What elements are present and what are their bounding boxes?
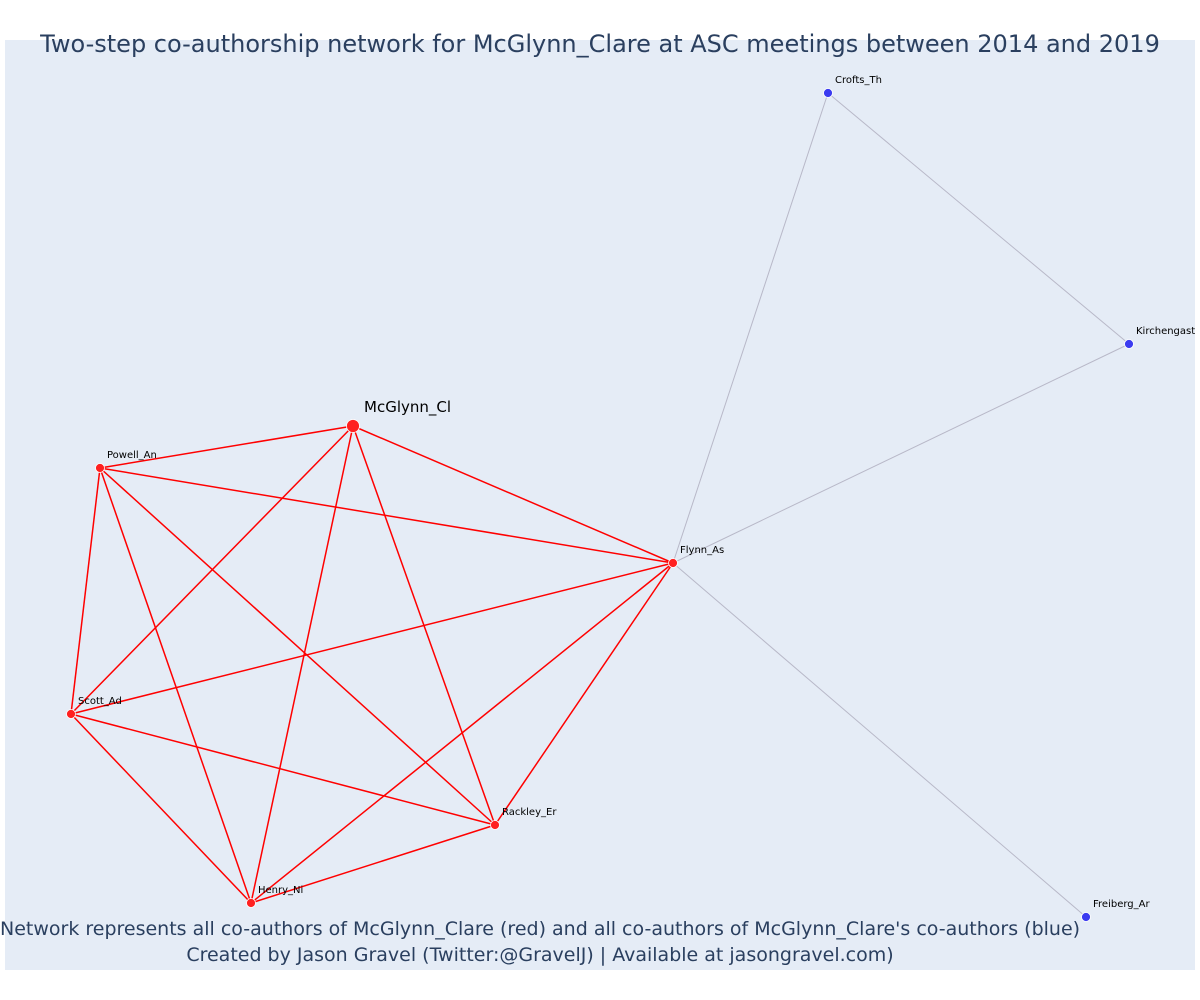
node-kirchengast[interactable] xyxy=(1124,339,1134,349)
node-label-mcglynn-cl: McGlynn_Cl xyxy=(364,398,451,417)
edge-powell-an-scott-ad xyxy=(70,467,101,715)
node-freiberg-ar[interactable] xyxy=(1081,912,1091,922)
node-label-flynn-as: Flynn_As xyxy=(680,545,724,556)
edge-flynn-as-rackley-er xyxy=(494,562,674,826)
chart-title: Two-step co-authorship network for McGly… xyxy=(40,30,1160,58)
node-label-henry-ni: Henry_Ni xyxy=(258,885,303,896)
labels-layer: McGlynn_Cl Powell_An Flynn_As Scott_Ad Rackl… xyxy=(78,75,1200,910)
node-label-freiberg-ar: Freiberg_Ar xyxy=(1093,899,1150,910)
edge-flynn-as-henry-ni xyxy=(250,562,674,904)
nodes-layer xyxy=(66,88,1134,922)
edge-flynn-as-crofts-th xyxy=(672,92,829,564)
plot-area xyxy=(5,40,1195,970)
node-scott-ad[interactable] xyxy=(66,709,76,719)
edge-powell-an-henry-ni xyxy=(99,467,252,904)
node-flynn-as[interactable] xyxy=(668,558,678,568)
node-label-kirchengast: Kirchengast_ xyxy=(1136,326,1200,337)
node-label-rackley-er: Rackley_Er xyxy=(502,807,557,818)
edge-mcglynn-cl-flynn-as xyxy=(352,425,674,564)
node-rackley-er[interactable] xyxy=(490,820,500,830)
edge-mcglynn-cl-powell-an xyxy=(99,425,354,469)
edge-flynn-as-freiberg-ar xyxy=(672,562,1087,918)
caption-line-2: Created by Jason Gravel (Twitter:@Gravel… xyxy=(186,944,894,966)
edge-powell-an-flynn-as xyxy=(99,467,674,564)
edge-flynn-as-scott-ad xyxy=(70,562,674,715)
edge-crofts-th-kirchengast xyxy=(827,92,1130,345)
edge-scott-ad-henry-ni xyxy=(70,713,252,904)
edge-scott-ad-rackley-er xyxy=(70,713,496,826)
caption-line-1: Network represents all co-authors of McG… xyxy=(0,918,1081,940)
edge-mcglynn-cl-henry-ni xyxy=(250,425,354,904)
edges-layer xyxy=(70,92,1130,918)
node-label-powell-an: Powell_An xyxy=(107,450,157,461)
edge-henry-ni-rackley-er xyxy=(250,824,496,904)
edge-flynn-as-kirchengast xyxy=(672,343,1130,564)
node-mcglynn-cl[interactable] xyxy=(346,419,360,433)
node-label-crofts-th: Crofts_Th xyxy=(835,75,882,86)
node-powell-an[interactable] xyxy=(95,463,105,473)
edge-powell-an-rackley-er xyxy=(99,467,496,826)
node-label-scott-ad: Scott_Ad xyxy=(78,696,122,707)
node-crofts-th[interactable] xyxy=(823,88,833,98)
node-henry-ni[interactable] xyxy=(246,898,256,908)
